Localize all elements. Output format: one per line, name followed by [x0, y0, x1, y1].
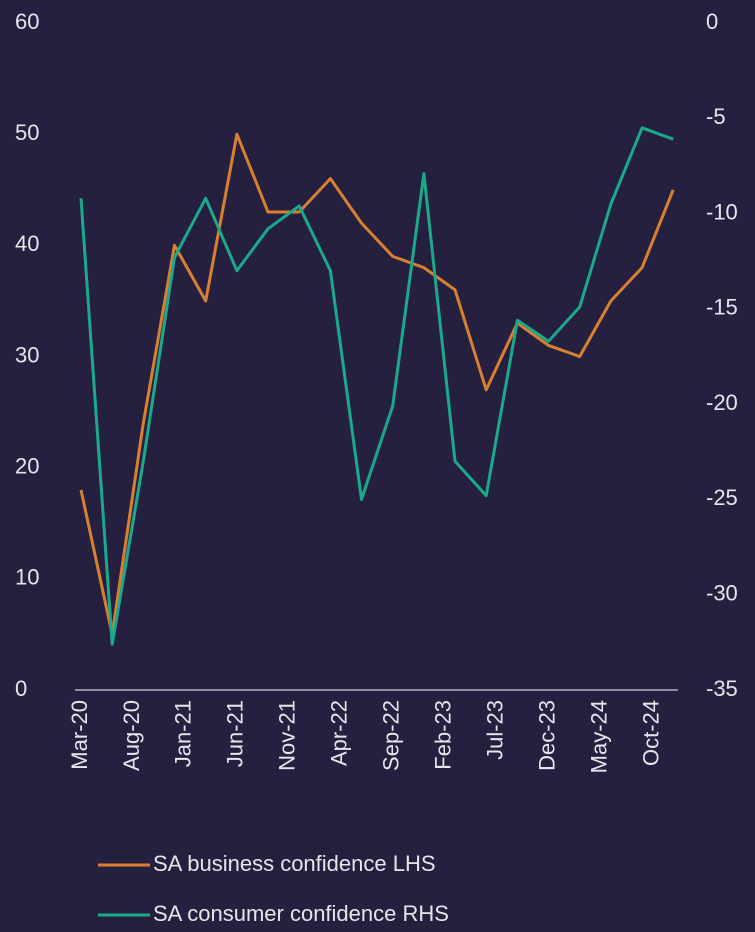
y-tick-label: 30 [15, 342, 39, 367]
y2-tick-label: -20 [706, 390, 738, 415]
y2-tick-label: -35 [706, 676, 738, 701]
legend-label: SA business confidence LHS [153, 851, 436, 876]
x-tick-label: Apr-22 [327, 700, 352, 766]
y2-tick-label: -10 [706, 199, 738, 224]
y-tick-label: 50 [15, 120, 39, 145]
x-tick-label: Aug-20 [119, 700, 144, 771]
y-tick-label: 0 [15, 676, 27, 701]
y2-tick-label: 0 [706, 9, 718, 34]
y-tick-label: 60 [15, 9, 39, 34]
y-tick-label: 40 [15, 231, 39, 256]
x-tick-label: Feb-23 [430, 700, 455, 770]
y2-tick-label: -25 [706, 485, 738, 510]
y2-tick-label: -5 [706, 104, 726, 129]
series-line [79, 126, 674, 646]
x-tick-label: Dec-23 [534, 700, 559, 771]
y-tick-label: 20 [15, 453, 39, 478]
x-tick-label: Oct-24 [638, 700, 663, 766]
x-tick-label: Mar-20 [67, 700, 92, 770]
x-tick-label: Jun-21 [223, 700, 248, 767]
y2-tick-label: -15 [706, 295, 738, 320]
y2-tick-label: -30 [706, 581, 738, 606]
x-tick-label: Jan-21 [171, 700, 196, 767]
series-line [79, 132, 675, 636]
x-tick-label: Jul-23 [482, 700, 507, 760]
legend-label: SA consumer confidence RHS [153, 901, 449, 926]
x-tick-label: May-24 [586, 700, 611, 773]
x-tick-label: Sep-22 [379, 700, 404, 771]
y-tick-label: 10 [15, 565, 39, 590]
x-tick-label: Nov-21 [275, 700, 300, 771]
